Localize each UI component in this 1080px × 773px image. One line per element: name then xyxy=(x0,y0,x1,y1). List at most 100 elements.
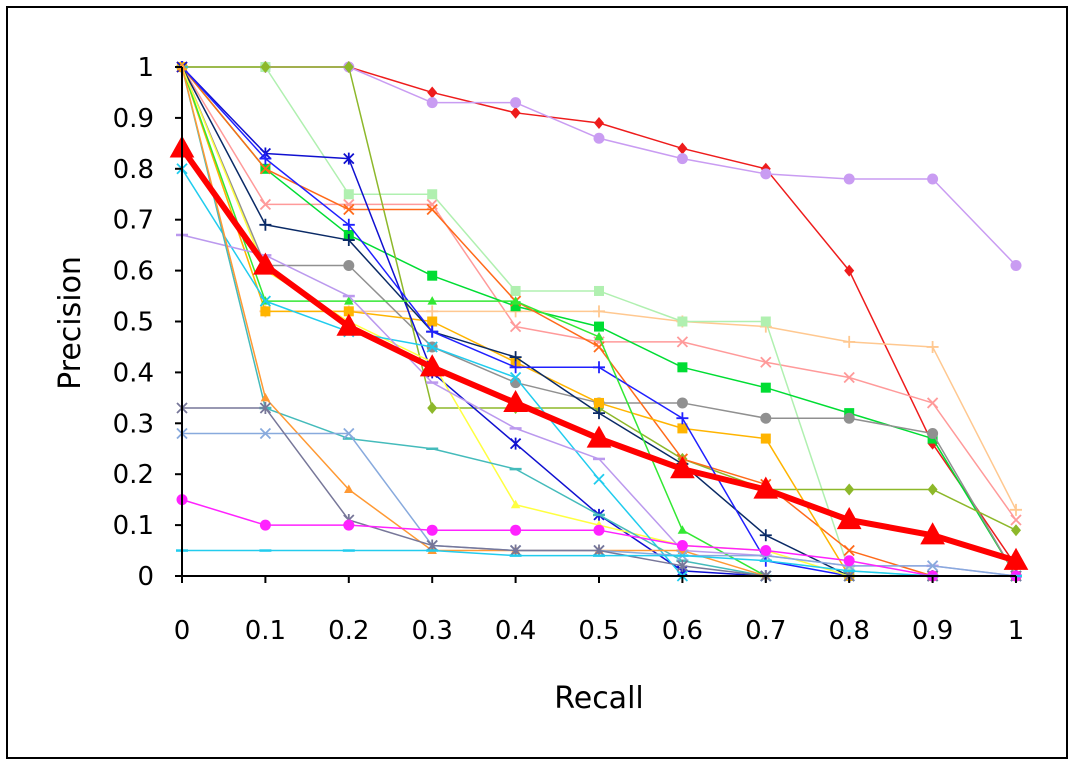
y-axis-title: Precision xyxy=(53,256,88,390)
data-point xyxy=(670,456,695,479)
y-tick-label: 0.3 xyxy=(113,409,154,439)
data-point xyxy=(510,301,521,312)
data-point xyxy=(344,484,354,493)
data-point xyxy=(426,325,439,338)
data-point xyxy=(677,362,688,373)
data-point xyxy=(677,423,688,434)
y-tick-label: 0.6 xyxy=(113,257,154,287)
series-layer xyxy=(169,61,1029,582)
data-point xyxy=(427,296,437,305)
series-line xyxy=(179,146,1017,564)
x-tick-label: 0.8 xyxy=(829,616,870,646)
data-point xyxy=(259,519,271,531)
series-2 xyxy=(176,61,1022,272)
data-point xyxy=(509,437,522,450)
data-point xyxy=(593,305,605,318)
data-point xyxy=(426,305,439,318)
data-point xyxy=(427,316,438,327)
x-axis-title: Recall xyxy=(554,681,644,716)
data-point xyxy=(259,163,272,175)
data-point xyxy=(343,189,354,200)
data-point xyxy=(260,392,271,402)
data-point xyxy=(760,356,772,368)
data-point xyxy=(426,524,438,536)
data-point xyxy=(336,313,362,336)
data-point xyxy=(1003,547,1029,570)
data-point xyxy=(677,525,688,534)
data-point xyxy=(759,529,772,542)
data-point xyxy=(927,483,938,496)
data-point xyxy=(510,285,521,296)
data-point xyxy=(594,321,604,332)
x-tick-label: 0.6 xyxy=(662,616,703,646)
data-point xyxy=(926,397,939,409)
data-point xyxy=(427,402,438,415)
data-point xyxy=(343,152,355,165)
data-point xyxy=(259,152,272,165)
data-point xyxy=(836,507,862,530)
y-tick-label: 0.2 xyxy=(113,460,154,490)
y-tick-label: 0.8 xyxy=(113,155,154,185)
x-tick-label: 0.7 xyxy=(745,616,786,646)
data-point xyxy=(259,427,272,440)
data-point xyxy=(426,97,438,109)
data-point xyxy=(843,412,855,424)
data-point xyxy=(343,61,354,73)
data-point xyxy=(676,153,688,165)
data-point xyxy=(343,203,355,216)
data-point xyxy=(927,173,939,185)
data-point xyxy=(676,397,688,409)
data-point xyxy=(427,270,438,281)
data-point xyxy=(843,371,855,384)
data-point xyxy=(843,173,855,185)
data-point xyxy=(843,555,855,567)
y-tick-label: 0.1 xyxy=(113,511,154,541)
data-point xyxy=(509,361,522,374)
data-point xyxy=(419,354,445,377)
data-point xyxy=(760,382,771,393)
data-point xyxy=(926,560,939,572)
x-tick-label: 0 xyxy=(174,616,191,646)
data-point xyxy=(259,295,272,307)
data-point xyxy=(343,427,355,440)
data-point xyxy=(843,335,856,348)
data-point xyxy=(253,252,278,275)
data-point xyxy=(510,97,522,109)
data-point xyxy=(510,296,521,305)
data-point xyxy=(677,142,688,155)
y-tick-label: 0.9 xyxy=(113,104,154,134)
data-point xyxy=(510,524,522,536)
x-tick-label: 0.2 xyxy=(328,616,369,646)
data-point xyxy=(427,86,438,99)
data-point xyxy=(676,539,688,551)
data-point xyxy=(343,519,355,531)
x-tick-label: 0.5 xyxy=(578,616,619,646)
data-point xyxy=(760,433,771,444)
data-point xyxy=(426,341,438,353)
y-tick-label: 0.7 xyxy=(113,206,154,236)
data-point xyxy=(760,412,772,424)
x-tick-label: 0.1 xyxy=(245,616,286,646)
data-point xyxy=(260,61,271,73)
data-point xyxy=(260,306,271,317)
data-point xyxy=(509,320,522,333)
data-point xyxy=(344,296,354,305)
data-point xyxy=(509,371,522,384)
data-point xyxy=(594,285,604,296)
y-tick-label: 0.4 xyxy=(113,358,154,388)
data-point xyxy=(594,331,604,341)
tick-layer: 0 0.1 0.2 0.3 0.4 0.5 0.6 0.7 0.8 0.9 1 0 0.1 0.2 0.3 0… xyxy=(113,53,1025,646)
data-point xyxy=(342,234,355,247)
series-8 xyxy=(177,61,1021,537)
data-point xyxy=(920,522,945,545)
y-tick-label: 0 xyxy=(137,562,154,592)
data-point xyxy=(1010,260,1022,272)
x-tick-label: 0.9 xyxy=(912,616,953,646)
data-point xyxy=(1010,514,1022,526)
series-line xyxy=(182,66,1017,267)
x-tick-label: 0.3 xyxy=(412,616,453,646)
x-tick-label: 1 xyxy=(1008,616,1025,646)
data-point xyxy=(760,545,772,557)
y-tick-label: 1 xyxy=(137,53,154,83)
data-point xyxy=(593,361,605,374)
